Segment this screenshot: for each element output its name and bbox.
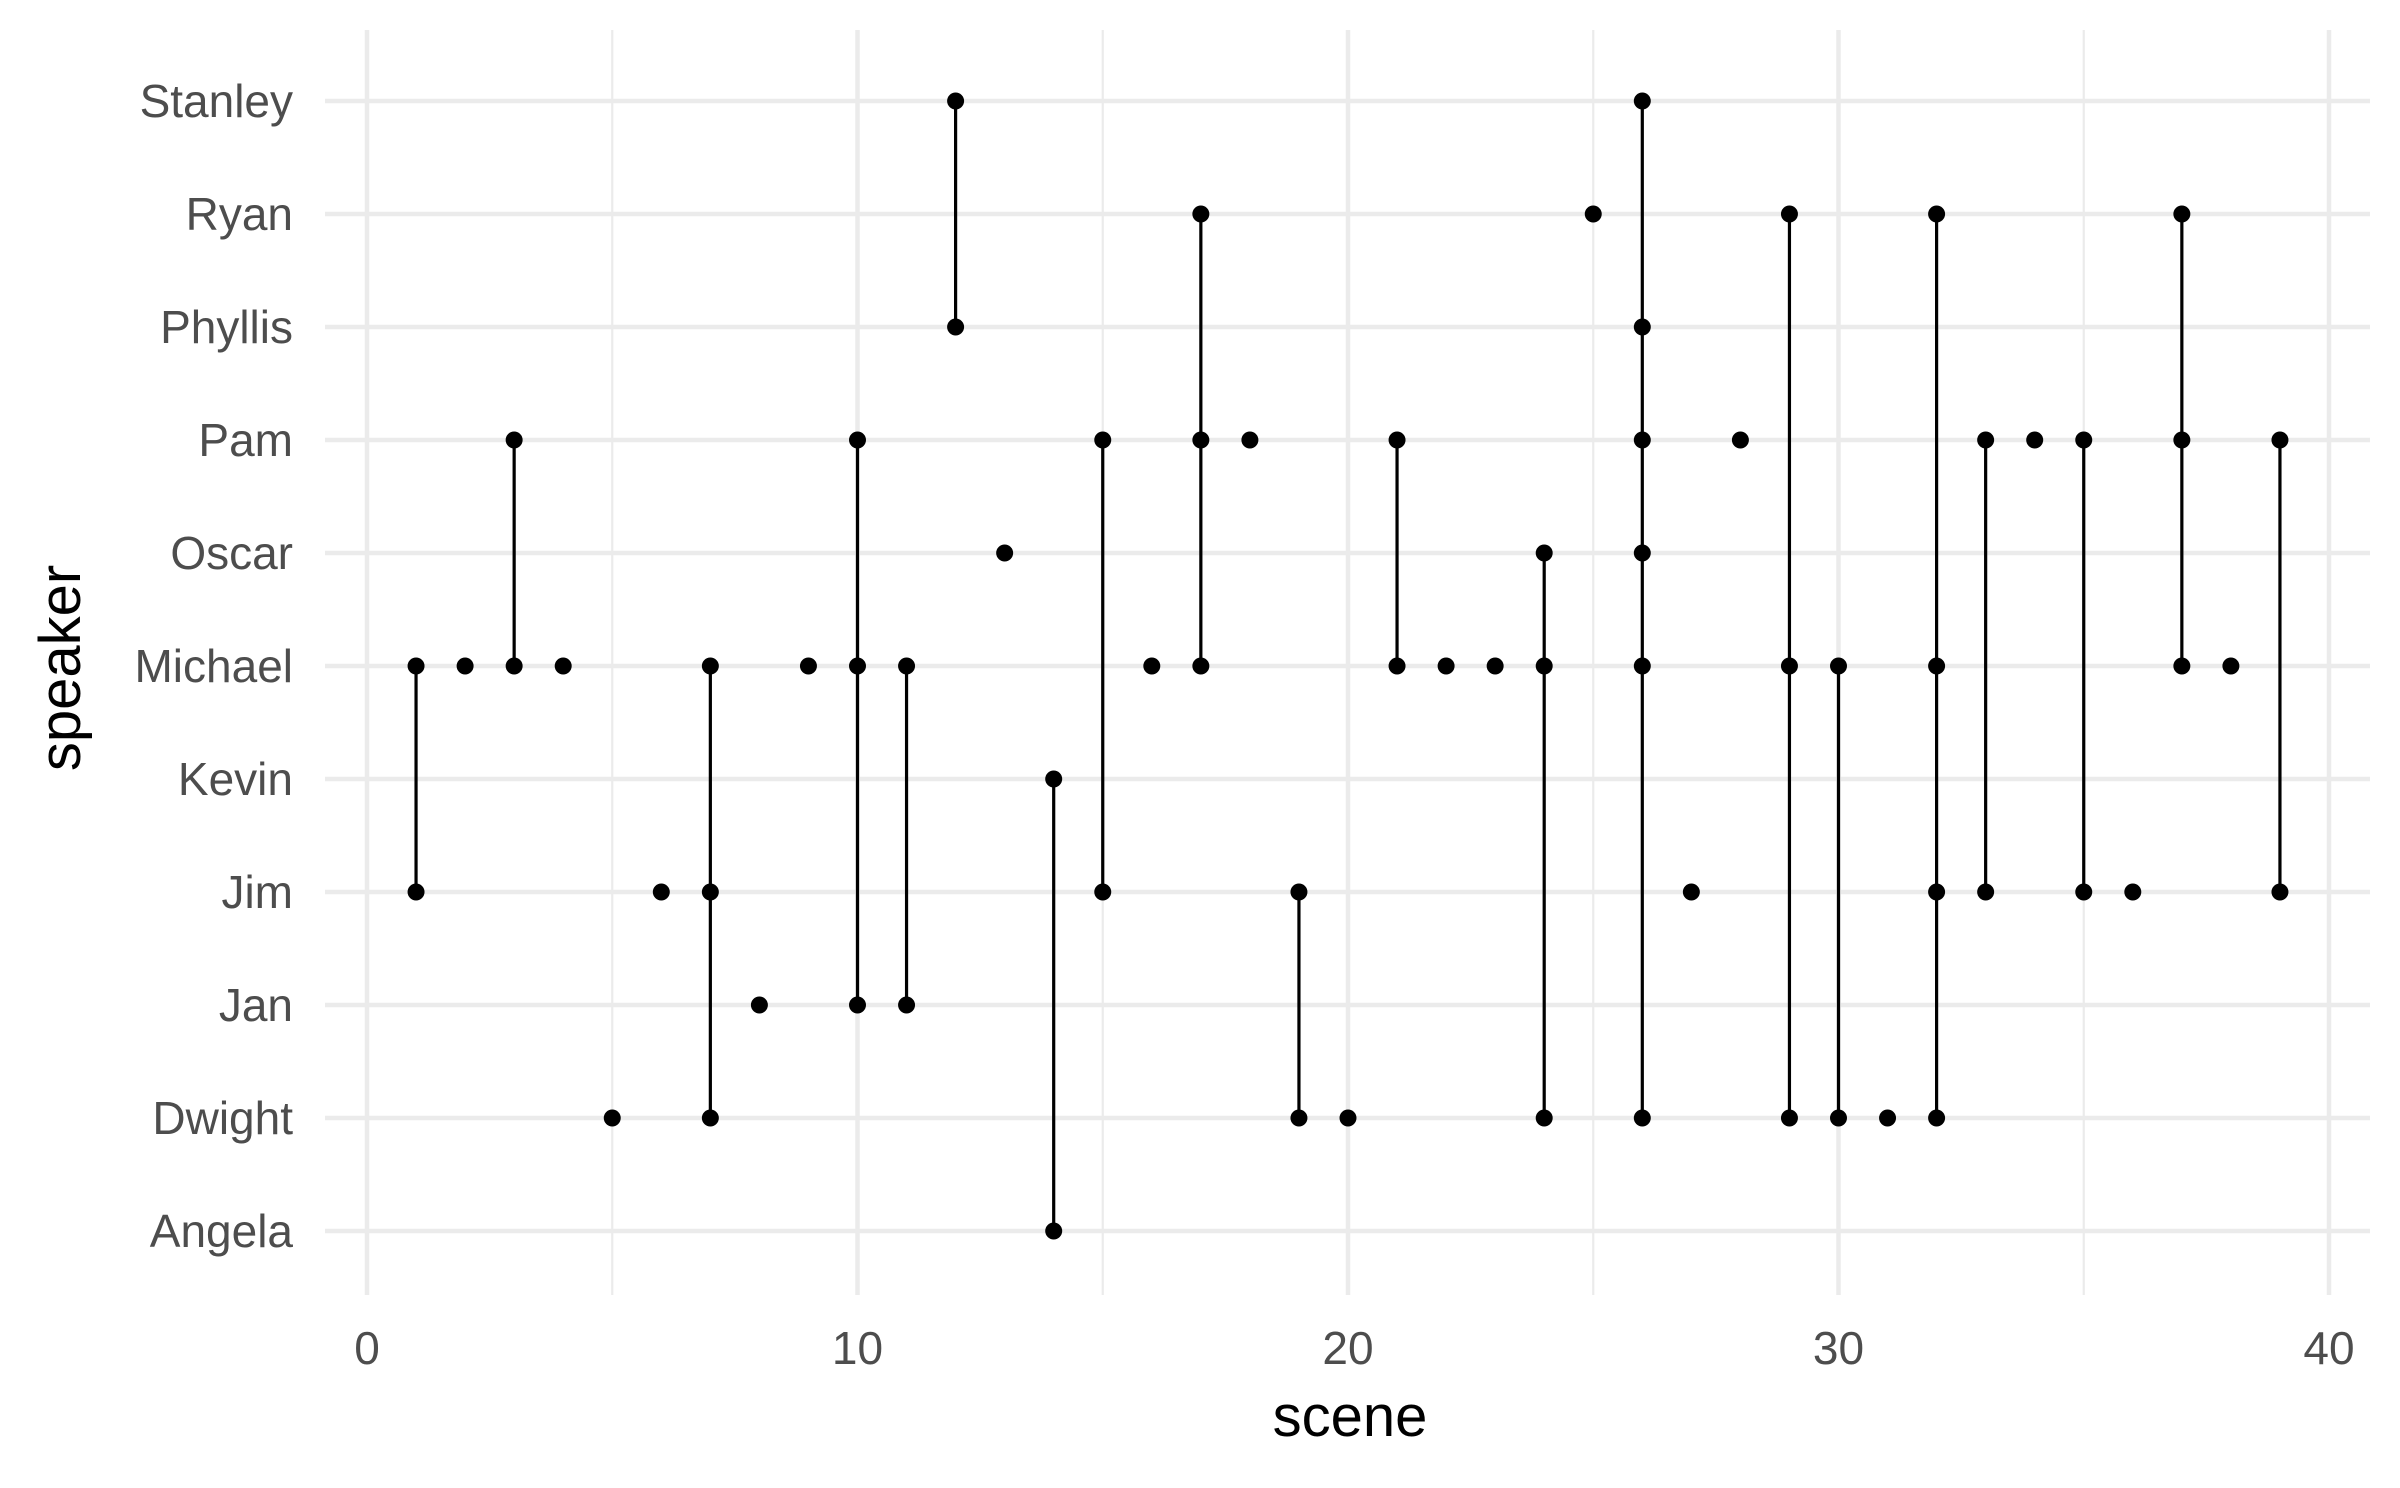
y-tick-label: Stanley (140, 75, 293, 127)
data-point (1192, 657, 1210, 675)
data-point (849, 996, 866, 1014)
data-point (1682, 883, 1700, 901)
data-point (701, 883, 719, 901)
data-point (1094, 431, 1112, 449)
data-point (1486, 657, 1504, 675)
data-point (701, 657, 719, 675)
data-point (1535, 544, 1553, 562)
data-point (1584, 205, 1602, 223)
x-tick-label: 40 (2303, 1322, 2354, 1374)
data-point (603, 1109, 621, 1127)
data-point (505, 431, 523, 449)
data-point (2026, 431, 2044, 449)
data-point (1290, 883, 1308, 901)
y-tick-label: Oscar (170, 527, 293, 579)
y-tick-label: Kevin (178, 753, 293, 805)
data-point (1633, 1109, 1651, 1127)
data-point (1290, 1109, 1308, 1127)
data-point (1928, 657, 1946, 675)
data-point (898, 996, 916, 1014)
y-tick-label: Dwight (152, 1092, 293, 1144)
data-point (947, 92, 965, 110)
data-point (456, 657, 474, 675)
data-point (505, 657, 523, 675)
data-point (2222, 657, 2240, 675)
data-point (1388, 657, 1406, 675)
data-point (407, 883, 425, 901)
data-point (2075, 431, 2093, 449)
data-point (1192, 205, 1210, 223)
x-tick-label: 10 (832, 1322, 883, 1374)
data-point (554, 657, 572, 675)
data-point (701, 1109, 719, 1127)
data-point (2075, 883, 2093, 901)
y-tick-label: Jan (219, 979, 293, 1031)
data-point (1535, 657, 1553, 675)
data-point (1633, 657, 1651, 675)
data-point (849, 657, 866, 675)
data-point (2173, 205, 2191, 223)
y-tick-label: Ryan (186, 188, 293, 240)
data-point (2173, 431, 2191, 449)
data-point (1977, 883, 1995, 901)
data-point (1928, 205, 1946, 223)
y-tick-label: Angela (150, 1205, 294, 1257)
data-point (1633, 544, 1651, 562)
data-point (1780, 205, 1798, 223)
data-point (1830, 1109, 1847, 1127)
tick-labels: 0 10 20 30 40 Angela Dwight Jan Jim Kevin Michael O… (134, 75, 2354, 1374)
data-point (1633, 318, 1651, 336)
y-axis-title: speaker (28, 565, 93, 771)
data-point (996, 544, 1014, 562)
data-point (407, 657, 425, 675)
data-point (652, 883, 670, 901)
data-point (1045, 770, 1063, 788)
data-point (1535, 1109, 1553, 1127)
data-point (947, 318, 965, 336)
data-point (799, 657, 817, 675)
data-point (2173, 657, 2191, 675)
data-point (1241, 431, 1259, 449)
x-tick-label: 0 (354, 1322, 380, 1374)
y-tick-label: Phyllis (160, 301, 293, 353)
data-point (1094, 883, 1112, 901)
data-point (1977, 431, 1995, 449)
data-point (1928, 883, 1946, 901)
data-point (2124, 883, 2142, 901)
data-point (849, 431, 866, 449)
x-tick-label: 20 (1322, 1322, 1373, 1374)
data-point (1879, 1109, 1897, 1127)
y-tick-label: Pam (198, 414, 293, 466)
y-tick-label: Jim (221, 866, 293, 918)
data-point (1731, 431, 1749, 449)
x-tick-label: 30 (1813, 1322, 1864, 1374)
data-point (750, 996, 768, 1014)
data-point (1143, 657, 1161, 675)
data-point (1388, 431, 1406, 449)
data-point (1045, 1222, 1063, 1240)
data-point (1780, 657, 1798, 675)
data-point (2271, 883, 2289, 901)
data-point (898, 657, 916, 675)
data-point (1928, 1109, 1946, 1127)
y-tick-label: Michael (134, 640, 293, 692)
data-point (1830, 657, 1847, 675)
data-points (407, 92, 2289, 1240)
data-point (1339, 1109, 1357, 1127)
data-point (2271, 431, 2289, 449)
data-point (1437, 657, 1455, 675)
data-point (1192, 431, 1210, 449)
data-point (1780, 1109, 1798, 1127)
data-point (1633, 92, 1651, 110)
x-axis-title: scene (1273, 1384, 1428, 1449)
data-point (1633, 431, 1651, 449)
